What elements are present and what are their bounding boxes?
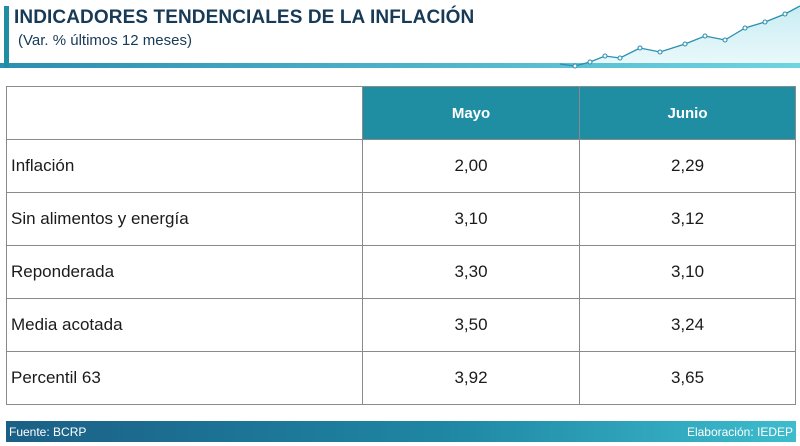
header-cell-junio: Junio <box>579 86 796 140</box>
source-note: Fuente: BCRP <box>9 425 87 439</box>
cell-mayo: 3,10 <box>362 192 580 246</box>
cell-junio: 3,24 <box>579 298 796 352</box>
row-label: Media acotada <box>6 298 363 352</box>
cell-mayo: 3,92 <box>362 351 580 405</box>
cell-junio: 3,65 <box>579 351 796 405</box>
credit-note: Elaboración: IEDEP <box>686 425 793 439</box>
footer-bar: Fuente: BCRP Elaboración: IEDEP <box>6 421 796 442</box>
table-header-row: Mayo Junio <box>6 86 796 140</box>
cell-mayo: 2,00 <box>362 139 580 193</box>
table-row: Percentil 63 3,92 3,65 <box>6 351 796 405</box>
table-row: Reponderada 3,30 3,10 <box>6 245 796 299</box>
row-label: Reponderada <box>6 245 363 299</box>
table-row: Sin alimentos y energía 3,10 3,12 <box>6 192 796 246</box>
cell-junio: 3,12 <box>579 192 796 246</box>
row-label: Percentil 63 <box>6 351 363 405</box>
table-row: Inflación 2,00 2,29 <box>6 139 796 193</box>
decorative-trend-line <box>0 5 800 69</box>
cell-mayo: 3,30 <box>362 245 580 299</box>
cell-junio: 3,10 <box>579 245 796 299</box>
data-table: Mayo Junio Inflación 2,00 2,29 Sin alime… <box>6 86 796 405</box>
header-cell-blank <box>6 86 363 140</box>
cell-junio: 2,29 <box>579 139 796 193</box>
header-cell-mayo: Mayo <box>362 86 580 140</box>
table-row: Media acotada 3,50 3,24 <box>6 298 796 352</box>
page-title: INDICADORES TENDENCIALES DE LA INFLACIÓN <box>14 7 475 28</box>
cell-mayo: 3,50 <box>362 298 580 352</box>
row-label: Inflación <box>6 139 363 193</box>
page-subtitle: (Var. % últimos 12 meses) <box>18 32 192 49</box>
row-label: Sin alimentos y energía <box>6 192 363 246</box>
title-accent-bar <box>4 6 9 68</box>
header: INDICADORES TENDENCIALES DE LA INFLACIÓN… <box>0 0 800 72</box>
